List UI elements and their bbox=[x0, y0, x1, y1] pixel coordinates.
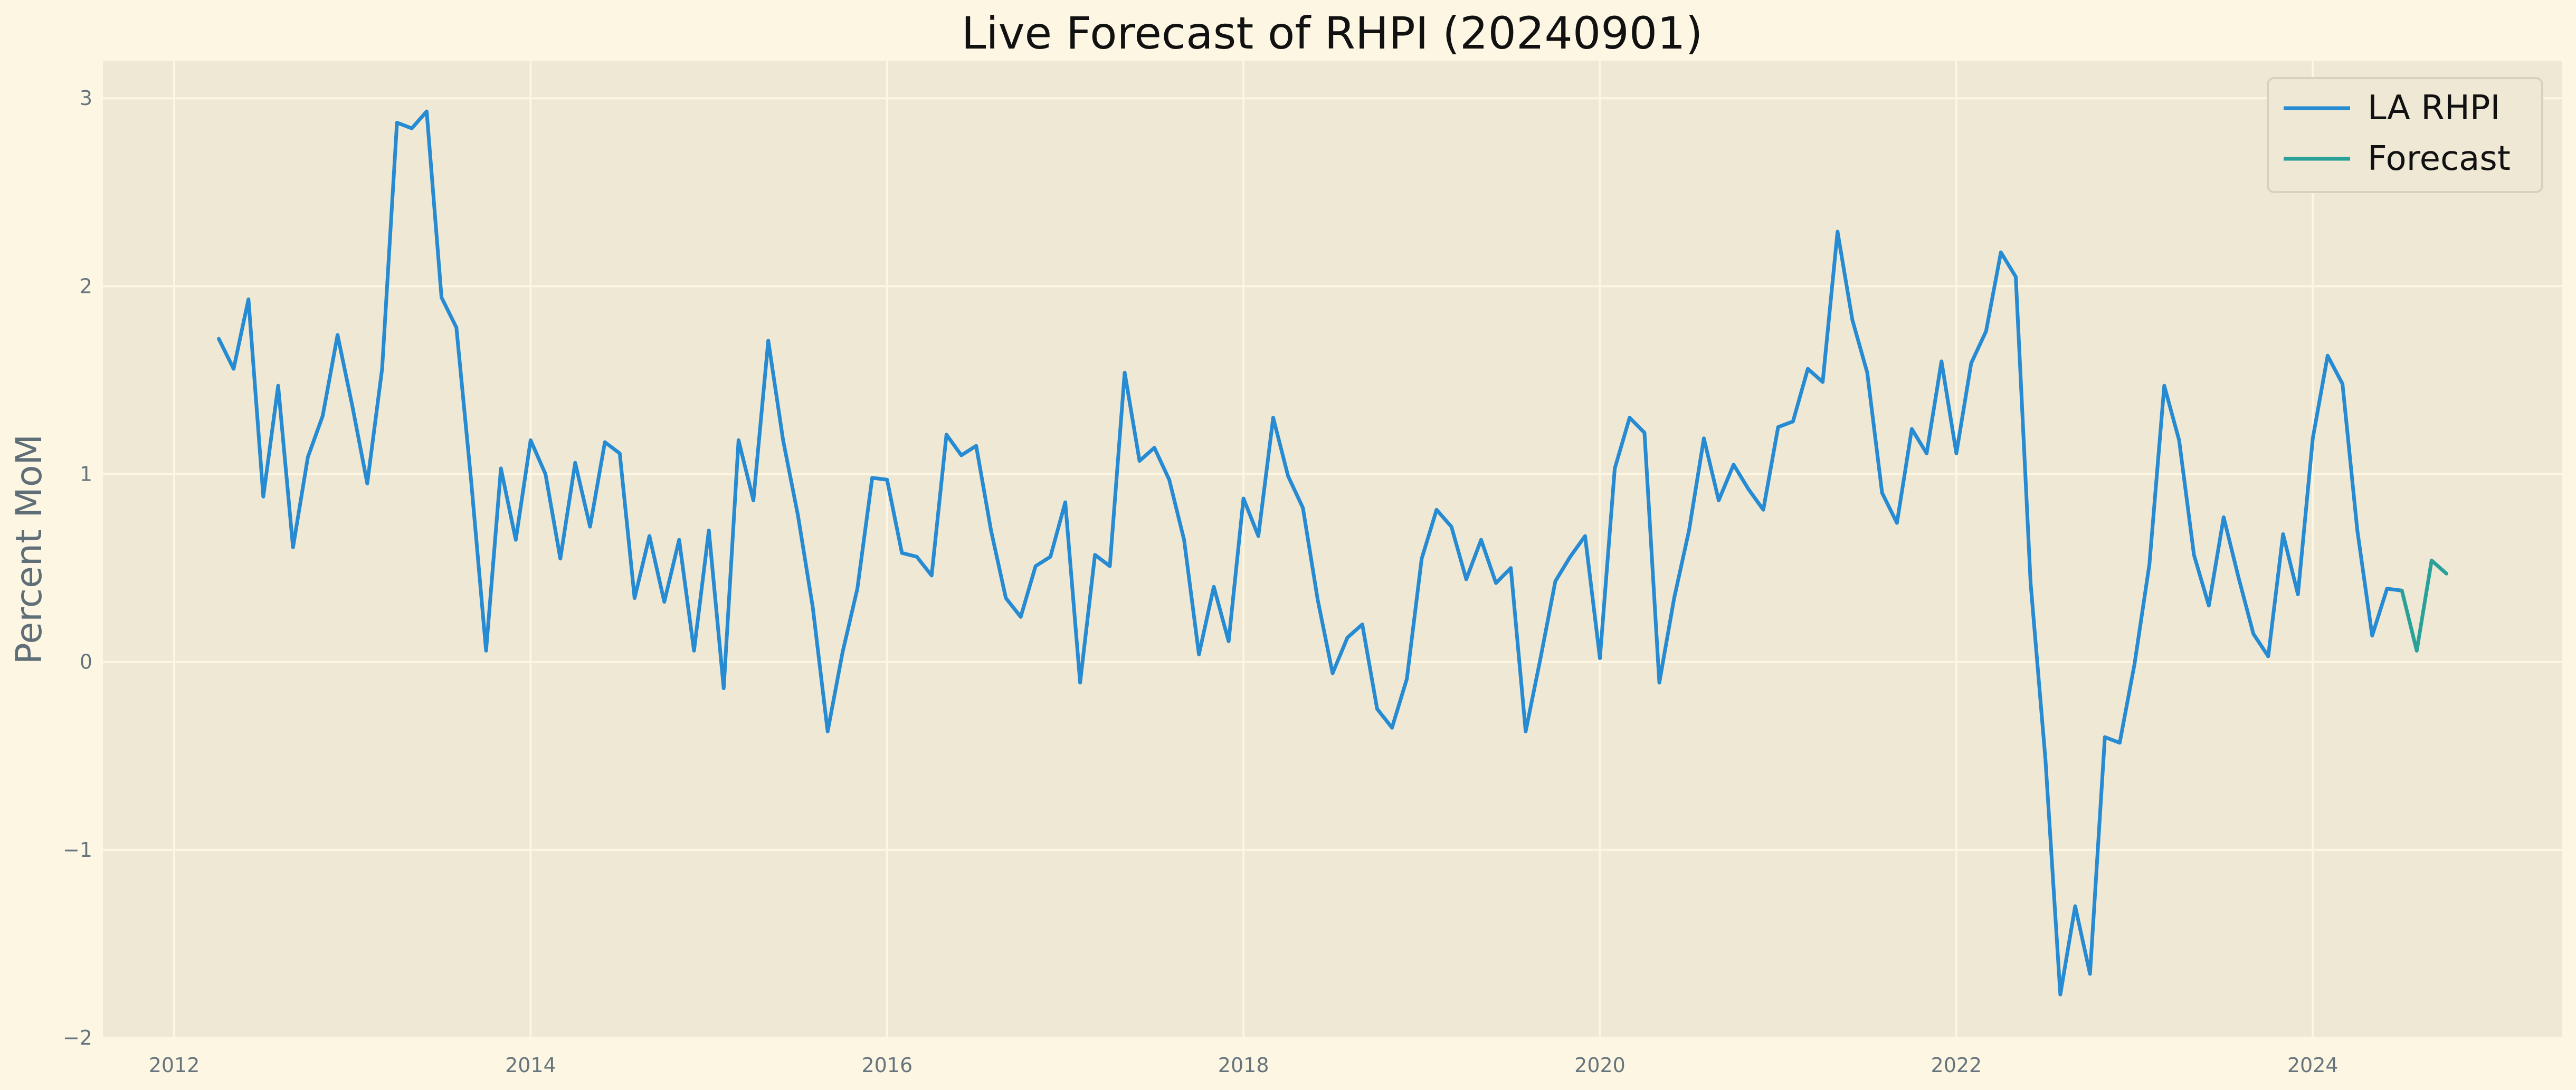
series-line-forecast bbox=[2400, 558, 2449, 653]
y-tick-label-minus-1: −1 bbox=[63, 838, 92, 862]
chart-title: Live Forecast of RHPI (20240901) bbox=[962, 7, 1703, 59]
x-tick-label-2020: 2020 bbox=[1574, 1054, 1626, 1077]
y-tick-label-0: 0 bbox=[80, 651, 92, 674]
y-tick-label-3: 3 bbox=[80, 87, 92, 110]
x-tick-label-2016: 2016 bbox=[861, 1054, 912, 1077]
y-axis-label: Percent MoM bbox=[8, 434, 50, 664]
grid-lines bbox=[103, 61, 2562, 1039]
y-tick-label-minus-2: −2 bbox=[63, 1026, 92, 1049]
legend: LA RHPI Forecast bbox=[2267, 77, 2543, 193]
tick-labels: 2012 2014 2016 2018 2020 2022 2024 −2 −1 0 1 2 3 bbox=[63, 87, 2339, 1077]
x-tick-label-2024: 2024 bbox=[2287, 1054, 2339, 1077]
series-line-la-rhpi bbox=[216, 109, 2404, 997]
x-tick-label-2014: 2014 bbox=[505, 1054, 556, 1077]
x-tick-label-2012: 2012 bbox=[149, 1054, 200, 1077]
data-series bbox=[216, 109, 2449, 997]
legend-label-la-rhpi: LA RHPI bbox=[2368, 89, 2500, 128]
y-tick-label-1: 1 bbox=[80, 463, 92, 486]
legend-label-forecast: Forecast bbox=[2368, 139, 2511, 178]
x-tick-label-2022: 2022 bbox=[1931, 1054, 1982, 1077]
y-tick-label-2: 2 bbox=[80, 274, 92, 298]
x-tick-label-2018: 2018 bbox=[1218, 1054, 1269, 1077]
